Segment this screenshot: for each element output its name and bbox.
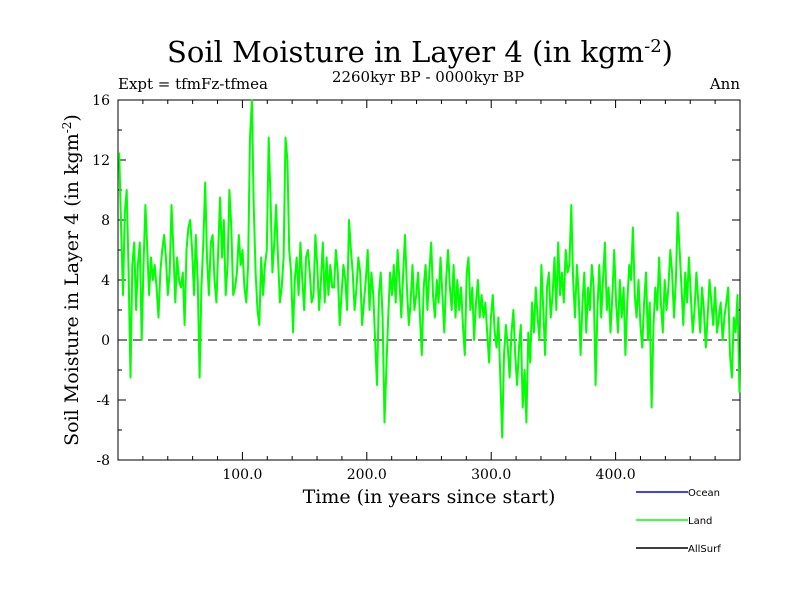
x-axis: 100.0 200.0 300.0 400.0 [142, 100, 716, 483]
legend-label-allsurf: AllSurf [688, 544, 721, 555]
y-axis-label-superscript: -2 [60, 122, 74, 134]
legend-label-ocean: Ocean [688, 488, 720, 499]
y-tick-label: 16 [92, 93, 110, 109]
y-tick-label: -8 [96, 453, 110, 469]
chart-subtitle: 2260kyr BP - 0000kyr BP [332, 68, 524, 86]
y-tick-label: 8 [101, 213, 110, 229]
legend-label-land: Land [688, 516, 712, 527]
x-tick-label: 400.0 [596, 467, 636, 483]
x-tick-label: 200.0 [347, 467, 387, 483]
chart-title-superscript: -2 [644, 36, 662, 57]
legend: Ocean Land AllSurf [636, 488, 721, 555]
series-line-land [118, 99, 741, 439]
y-tick-label: 4 [101, 273, 110, 289]
x-tick-label: 300.0 [471, 467, 511, 483]
y-tick-label: 0 [101, 333, 110, 349]
x-tick-label: 100.0 [222, 467, 262, 483]
x-axis-label: Time (in years since start) [303, 486, 556, 508]
y-tick-label: -4 [96, 393, 110, 409]
season-label: Ann [709, 75, 740, 93]
plot-area: -8 -4 0 4 8 12 16 100.0 200.0 300.0 400.0 [92, 93, 741, 483]
y-tick-label: 12 [92, 153, 110, 169]
y-axis-label: Soil Moisture in Layer 4 (in kgm-2) [60, 114, 83, 446]
y-axis: -8 -4 0 4 8 12 16 [92, 93, 740, 469]
chart-title: Soil Moisture in Layer 4 (in kgm-2) [167, 35, 673, 69]
expt-label: Expt = tfmFz-tfmea [118, 75, 268, 93]
